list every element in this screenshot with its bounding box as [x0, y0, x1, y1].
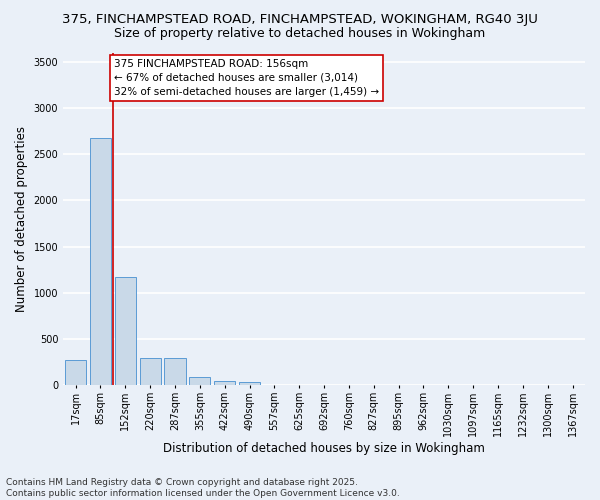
Bar: [189, 377, 211, 386]
Text: 375, FINCHAMPSTEAD ROAD, FINCHAMPSTEAD, WOKINGHAM, RG40 3JU: 375, FINCHAMPSTEAD ROAD, FINCHAMPSTEAD, …: [62, 12, 538, 26]
Bar: [214, 381, 235, 386]
X-axis label: Distribution of detached houses by size in Wokingham: Distribution of detached houses by size …: [163, 442, 485, 455]
Bar: [90, 138, 111, 386]
Bar: [164, 358, 185, 386]
Bar: [239, 382, 260, 386]
Bar: [65, 360, 86, 386]
Y-axis label: Number of detached properties: Number of detached properties: [15, 126, 28, 312]
Text: Size of property relative to detached houses in Wokingham: Size of property relative to detached ho…: [115, 28, 485, 40]
Text: Contains HM Land Registry data © Crown copyright and database right 2025.
Contai: Contains HM Land Registry data © Crown c…: [6, 478, 400, 498]
Bar: [115, 277, 136, 386]
Bar: [140, 358, 161, 386]
Text: 375 FINCHAMPSTEAD ROAD: 156sqm
← 67% of detached houses are smaller (3,014)
32% : 375 FINCHAMPSTEAD ROAD: 156sqm ← 67% of …: [114, 59, 379, 97]
